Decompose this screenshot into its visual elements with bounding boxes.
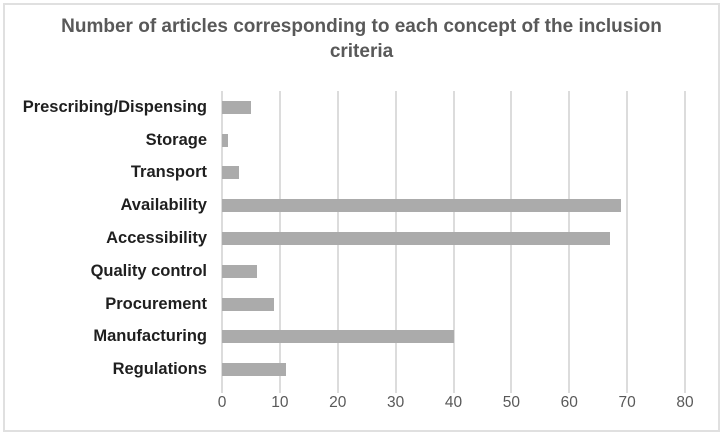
category-label: Regulations — [112, 360, 207, 379]
category-label: Procurement — [105, 294, 207, 313]
x-axis-tick-label: 40 — [444, 394, 463, 411]
x-axis-tick-label: 10 — [271, 394, 289, 411]
bar-row — [222, 222, 685, 255]
bar — [222, 133, 228, 147]
category-label: Prescribing/Dispensing — [22, 97, 207, 116]
category-label: Availability — [120, 196, 207, 215]
bar-row — [222, 91, 685, 124]
x-axis-tick — [626, 383, 629, 393]
category-label: Accessibility — [106, 229, 207, 248]
x-axis-tick — [568, 383, 571, 393]
x-axis-tick-label: 80 — [676, 394, 694, 411]
category-label: Manufacturing — [93, 327, 207, 346]
bars — [222, 91, 685, 386]
y-axis-category-labels: Prescribing/Dispensing Storage Transport Av… — [8, 91, 215, 386]
bar — [222, 199, 622, 213]
bar-row — [222, 157, 685, 190]
x-axis-tick-label: 60 — [560, 394, 578, 411]
bar-row — [222, 353, 685, 386]
x-axis-tick-labels: 0 10 20 30 40 50 60 70 80 — [218, 394, 694, 414]
chart-title: Number of articles corresponding to each… — [61, 16, 662, 62]
x-axis-tick-label: 50 — [502, 394, 520, 411]
bar — [222, 330, 454, 344]
chart-frame — [3, 3, 720, 432]
x-axis-tick-label: 0 — [217, 394, 227, 411]
x-axis-ticks — [221, 383, 686, 393]
bar — [222, 297, 275, 311]
gridline — [684, 91, 686, 386]
category-label: Transport — [130, 163, 207, 182]
bar-row — [222, 320, 685, 353]
bar — [222, 264, 257, 278]
x-axis-tick — [452, 383, 455, 393]
x-axis-tick-label: 30 — [387, 394, 405, 411]
bar — [222, 166, 240, 180]
bar — [222, 100, 251, 114]
gridline — [626, 91, 629, 386]
bar — [222, 363, 286, 377]
bar-row — [222, 124, 685, 157]
category-label: Quality control — [90, 261, 207, 280]
x-axis-tick — [684, 383, 686, 393]
bar — [222, 232, 610, 246]
bar-row — [222, 255, 685, 288]
category-label: Storage — [145, 130, 207, 149]
x-axis-tick-label: 20 — [329, 394, 347, 411]
x-axis-tick — [510, 383, 513, 393]
x-axis-tick — [221, 383, 223, 393]
x-axis-tick — [394, 383, 397, 393]
bar-row — [222, 288, 685, 321]
x-axis-tick — [336, 383, 339, 393]
bar-row — [222, 189, 685, 222]
x-axis-tick-label: 70 — [618, 394, 636, 411]
plot-area — [221, 91, 686, 393]
x-axis-tick — [278, 383, 281, 393]
